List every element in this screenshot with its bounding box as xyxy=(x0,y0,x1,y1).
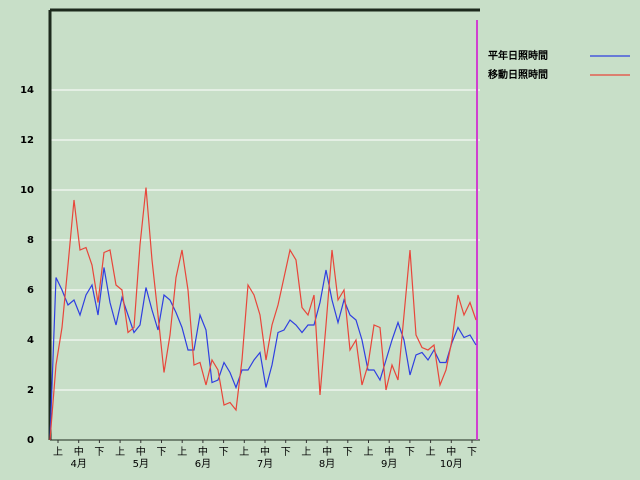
month-label: 10月 xyxy=(440,458,463,470)
x-tick-label: 中 xyxy=(446,445,456,458)
x-tick-label: 中 xyxy=(384,445,394,458)
x-tick-label: 上 xyxy=(115,446,125,458)
series-line xyxy=(49,187,477,441)
x-tick-label: 上 xyxy=(426,446,436,458)
y-tick-label: 4 xyxy=(27,335,34,346)
month-label: 8月 xyxy=(319,458,335,470)
month-label: 7月 xyxy=(257,458,273,470)
y-tick-label: 0 xyxy=(27,435,34,446)
x-tick-label: 下 xyxy=(94,447,104,458)
series-line xyxy=(49,267,477,441)
legend-label: 移動日照時間 xyxy=(488,68,548,81)
y-tick-label: 2 xyxy=(27,385,34,396)
x-tick-label: 中 xyxy=(74,445,84,458)
x-tick-label: 下 xyxy=(281,447,291,458)
y-tick-label: 14 xyxy=(20,85,34,96)
month-label: 6月 xyxy=(195,458,211,470)
x-tick-label: 下 xyxy=(343,447,353,458)
x-tick-label: 上 xyxy=(239,446,249,458)
month-label: 5月 xyxy=(133,458,149,470)
x-tick-label: 上 xyxy=(301,446,311,458)
x-tick-label: 下 xyxy=(157,447,167,458)
x-tick-label: 中 xyxy=(260,445,270,458)
y-tick-label: 6 xyxy=(27,285,34,296)
x-tick-label: 下 xyxy=(405,447,415,458)
x-tick-label: 中 xyxy=(198,445,208,458)
x-tick-label: 中 xyxy=(322,445,332,458)
y-tick-label: 10 xyxy=(20,185,34,196)
x-tick-label: 上 xyxy=(364,446,374,458)
month-label: 9月 xyxy=(381,458,397,470)
legend-label: 平年日照時間 xyxy=(488,49,548,62)
x-tick-label: 中 xyxy=(136,445,146,458)
y-tick-label: 8 xyxy=(27,235,34,246)
x-tick-label: 下 xyxy=(219,447,229,458)
x-tick-label: 上 xyxy=(53,446,63,458)
month-label: 4月 xyxy=(71,458,87,470)
x-tick-label: 上 xyxy=(177,446,187,458)
x-tick-label: 下 xyxy=(467,447,477,458)
y-tick-label: 12 xyxy=(20,135,34,146)
